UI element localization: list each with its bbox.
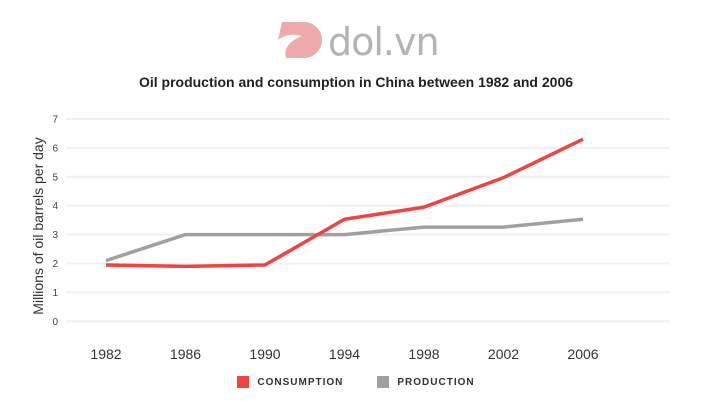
legend-swatch: [237, 376, 250, 388]
x-tick-label: 1982: [90, 346, 121, 362]
x-tick-label: 1990: [249, 346, 280, 362]
y-tick-label: 6: [52, 143, 58, 154]
legend: CONSUMPTION PRODUCTION: [0, 376, 712, 388]
y-tick-label: 5: [52, 172, 58, 183]
x-tick-label: 1994: [329, 346, 360, 362]
y-tick-label: 0: [52, 317, 58, 328]
y-tick-label: 3: [52, 230, 58, 241]
series-line-consumption: [105, 137, 584, 269]
y-tick-label: 2: [52, 259, 58, 270]
series-line-production: [105, 217, 584, 263]
logo-text: dol.vn: [328, 20, 440, 64]
y-tick-label: 4: [52, 201, 58, 212]
y-tick-label: 1: [52, 288, 58, 299]
x-tick-label: 2006: [567, 346, 598, 362]
legend-label: CONSUMPTION: [257, 376, 344, 388]
legend-label: PRODUCTION: [397, 376, 475, 388]
legend-swatch: [377, 376, 390, 388]
x-tick-label: 2002: [488, 346, 519, 362]
x-tick-label: 1998: [408, 346, 439, 362]
legend-item: CONSUMPTION: [237, 376, 343, 388]
legend-item: PRODUCTION: [377, 376, 474, 388]
x-tick-label: 1986: [170, 346, 201, 362]
chart-title: Oil production and consumption in China …: [138, 74, 574, 90]
y-tick-label: 7: [52, 115, 58, 126]
